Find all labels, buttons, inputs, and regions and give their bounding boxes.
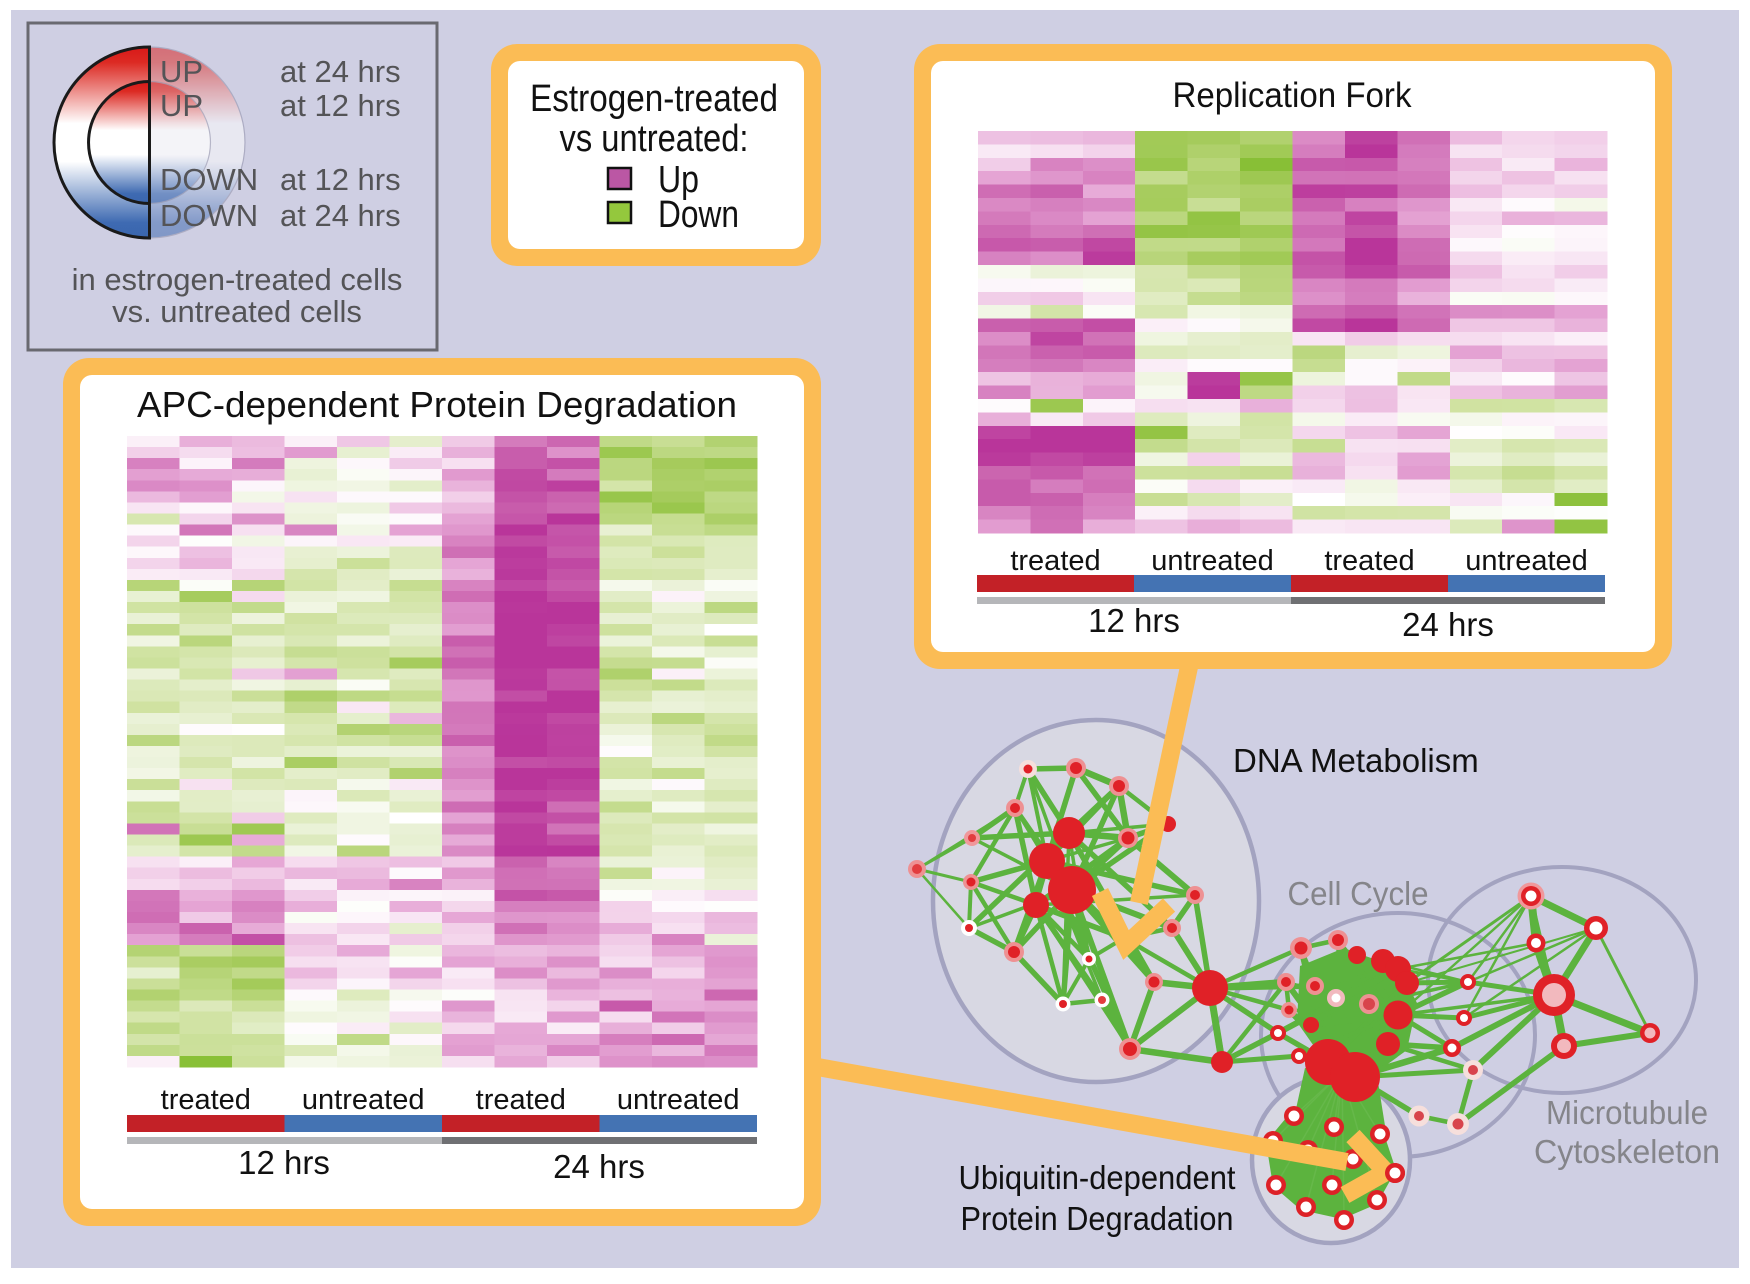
svg-text:Estrogen-treated: Estrogen-treated (530, 78, 778, 120)
svg-text:at 12 hrs: at 12 hrs (280, 88, 401, 123)
svg-text:untreated: untreated (302, 1084, 425, 1116)
svg-text:vs. untreated cells: vs. untreated cells (112, 294, 362, 329)
svg-text:DOWN: DOWN (160, 198, 258, 233)
svg-text:DNA Metabolism: DNA Metabolism (1233, 742, 1479, 779)
svg-text:DOWN: DOWN (160, 162, 258, 197)
svg-text:at 24 hrs: at 24 hrs (280, 198, 401, 233)
svg-text:UP: UP (160, 88, 203, 123)
svg-text:Down: Down (658, 194, 739, 236)
svg-text:Cell Cycle: Cell Cycle (1288, 875, 1429, 912)
svg-text:vs untreated:: vs untreated: (560, 118, 749, 160)
svg-text:in estrogen-treated cells: in estrogen-treated cells (72, 262, 403, 297)
svg-text:treated: treated (1324, 545, 1414, 577)
svg-text:12 hrs: 12 hrs (238, 1144, 330, 1181)
svg-text:Up: Up (658, 159, 699, 201)
svg-text:Cytoskeleton: Cytoskeleton (1534, 1133, 1720, 1170)
svg-text:at 24 hrs: at 24 hrs (280, 54, 401, 89)
svg-text:treated: treated (1010, 545, 1100, 577)
svg-text:APC-dependent Protein Degradat: APC-dependent Protein Degradation (137, 384, 737, 425)
svg-text:Microtubule: Microtubule (1546, 1094, 1708, 1131)
svg-text:at 12 hrs: at 12 hrs (280, 162, 401, 197)
svg-text:treated: treated (476, 1084, 566, 1116)
svg-text:UP: UP (160, 54, 203, 89)
svg-text:24 hrs: 24 hrs (553, 1148, 645, 1185)
svg-text:12 hrs: 12 hrs (1088, 602, 1180, 639)
svg-text:Protein Degradation: Protein Degradation (961, 1200, 1234, 1237)
svg-text:Ubiquitin-dependent: Ubiquitin-dependent (959, 1159, 1236, 1196)
svg-text:24 hrs: 24 hrs (1402, 606, 1494, 643)
svg-text:untreated: untreated (617, 1084, 740, 1116)
svg-text:treated: treated (161, 1084, 251, 1116)
svg-text:untreated: untreated (1465, 545, 1588, 577)
svg-text:Replication Fork: Replication Fork (1173, 76, 1412, 115)
svg-text:untreated: untreated (1151, 545, 1274, 577)
